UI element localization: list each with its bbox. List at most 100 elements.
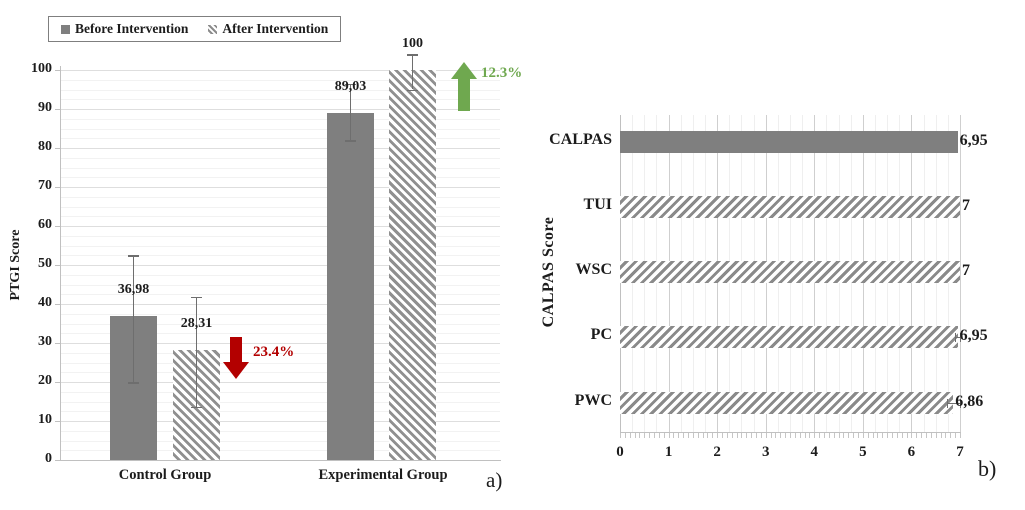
x-axis-minor-tick (756, 433, 757, 438)
x-axis-minor-tick (853, 433, 855, 438)
x-axis-minor-tick (950, 433, 952, 438)
gridline-major (60, 70, 500, 71)
x-axis-minor-tick (887, 433, 889, 438)
bar-before-intervention (327, 112, 374, 460)
x-axis-minor-tick (726, 433, 728, 438)
x-axis-minor-tick (906, 433, 908, 438)
y-axis-tick (55, 304, 60, 305)
bar-wsc (620, 261, 960, 283)
x-axis-minor-tick (634, 433, 636, 438)
gridline-minor (60, 99, 500, 101)
x-axis-minor-tick (804, 433, 806, 438)
x-axis-minor-tick (790, 433, 791, 438)
error-bar-cap (954, 333, 956, 342)
bar-value-label: 7 (962, 262, 970, 279)
x-axis-minor-tick (736, 433, 738, 438)
y-tick-label: 60 (38, 217, 52, 232)
gridline-minor (60, 128, 500, 130)
gridline-minor (60, 323, 500, 325)
error-bar-cap (128, 382, 139, 384)
x-tick-label: 0 (616, 444, 624, 460)
bar-pwc (620, 392, 954, 414)
category-label: PWC (574, 392, 612, 409)
x-axis-minor-tick (629, 433, 631, 438)
x-axis-minor-tick (960, 433, 961, 438)
x-tick-label: 1 (664, 444, 673, 460)
x-axis-minor-tick (799, 433, 801, 438)
category-label: CALPAS (549, 131, 612, 148)
x-axis-minor-tick (649, 433, 651, 438)
x-axis-minor-tick (775, 433, 777, 438)
x-axis-minor-tick (809, 433, 811, 438)
x-axis-minor-tick (620, 433, 621, 438)
x-axis-minor-tick (794, 433, 796, 438)
x-axis-minor-tick (819, 433, 821, 438)
x-axis-minor-tick (678, 433, 680, 438)
gridline-major (60, 226, 500, 227)
y-axis-tick (55, 226, 60, 227)
bar-pc (620, 326, 958, 348)
x-tick-label: 6 (907, 444, 916, 460)
x-axis-minor-tick (911, 433, 913, 438)
x-axis-minor-tick (921, 433, 923, 438)
y-tick-label: 10 (38, 412, 52, 427)
error-bar-line (350, 83, 351, 141)
gridline-major (960, 115, 961, 432)
panel-a-label: a) (486, 468, 503, 492)
gridline-minor (60, 391, 500, 393)
x-axis-minor-tick (896, 433, 898, 438)
gridline-minor (60, 138, 500, 140)
error-bar-line (412, 54, 413, 90)
x-axis-minor-tick (624, 433, 626, 438)
gridline-minor (60, 401, 500, 403)
error-bar-cap (128, 255, 139, 257)
x-tick-label: 2 (713, 444, 721, 460)
x-category-control-group: Control Group (118, 467, 212, 483)
gridline-minor (60, 274, 500, 276)
gridline-minor (60, 157, 500, 159)
gridline-minor (60, 450, 500, 452)
y-tick-label: 30 (38, 334, 52, 349)
gridline-major (60, 109, 500, 110)
error-bar-cap (946, 399, 948, 408)
x-axis-minor-tick (872, 433, 874, 438)
y-axis-tick (55, 148, 60, 149)
gridline-minor (60, 196, 500, 198)
x-axis-minor-tick (935, 433, 937, 438)
gridline-major (60, 187, 500, 188)
x-axis-minor-tick (877, 433, 879, 438)
gridline-minor (60, 333, 500, 335)
x-axis-minor-tick (644, 433, 646, 438)
gridline-minor (60, 430, 500, 432)
x-axis-minor-tick (658, 433, 660, 438)
bar-calpas (620, 131, 958, 153)
category-label: TUI (583, 196, 612, 213)
decrease-percentage-label: 23.4% (253, 344, 295, 360)
gridline-minor (60, 255, 500, 257)
x-axis-minor-tick (765, 433, 767, 438)
x-axis-minor-tick (843, 433, 845, 438)
bar-value-label: 6,95 (959, 327, 988, 344)
x-axis-minor-tick (862, 433, 864, 438)
increase-arrow-head-icon (451, 62, 477, 79)
x-axis-minor-tick (930, 433, 932, 438)
y-tick-label: 100 (31, 61, 52, 76)
x-axis-minor-tick (945, 433, 947, 438)
legend-label-before: Before Intervention (75, 21, 189, 36)
error-bar-line (954, 337, 961, 338)
x-axis-line (620, 432, 961, 433)
x-axis-minor-tick (760, 433, 762, 438)
legend-swatch-before-icon (61, 24, 70, 34)
x-axis-minor-tick (717, 433, 719, 438)
y-axis-tick (55, 460, 60, 461)
decrease-arrow-icon (230, 337, 242, 362)
bar-value-label: 36,98 (117, 281, 150, 297)
legend-swatch-after-icon (208, 24, 218, 34)
x-axis-minor-tick (731, 433, 733, 438)
x-axis-minor-tick (882, 433, 884, 438)
bar-value-label: 6,86 (955, 393, 984, 410)
gridline-major (60, 148, 500, 149)
gridline-minor (60, 313, 500, 315)
gridline-minor (60, 235, 500, 237)
x-axis-minor-tick (814, 433, 816, 438)
